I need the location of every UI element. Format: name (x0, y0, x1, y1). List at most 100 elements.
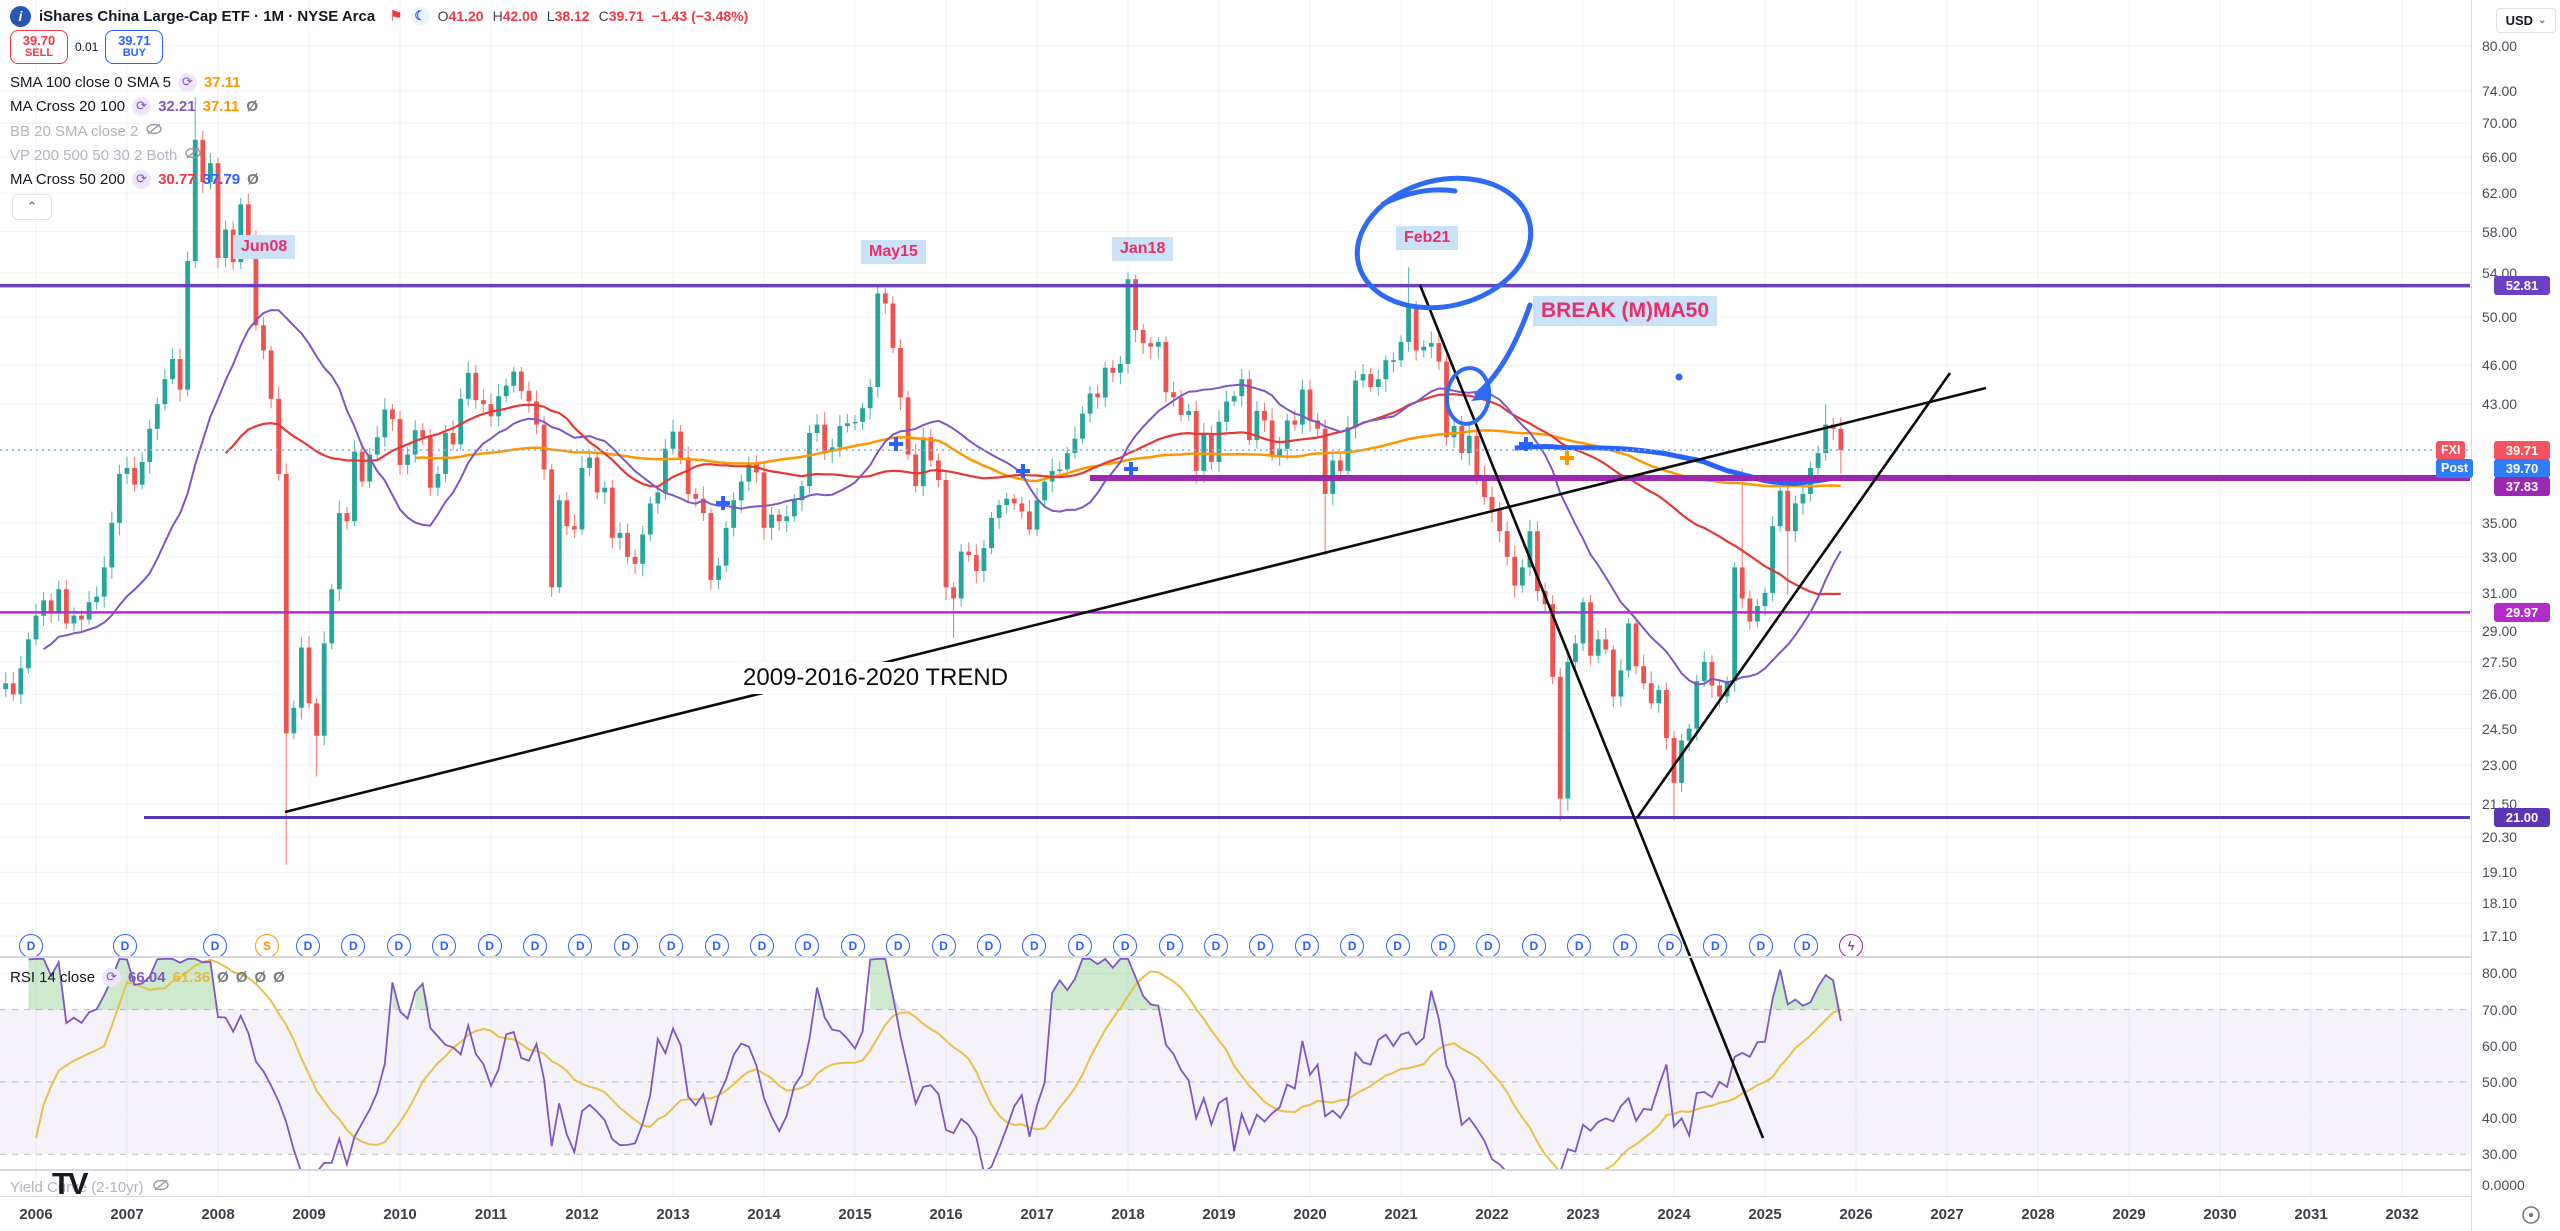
candle[interactable] (1565, 661, 1571, 799)
candle[interactable] (1406, 306, 1411, 342)
candle[interactable] (784, 516, 790, 522)
candle[interactable] (1815, 453, 1821, 468)
candle[interactable] (647, 503, 653, 535)
timeline-badge-D[interactable]: D (1703, 934, 1728, 958)
candle[interactable] (1421, 346, 1427, 351)
indicator-row-1[interactable]: MA Cross 20 100 ⟳ 32.21 37.11 Ø (10, 96, 258, 116)
candle[interactable] (1292, 420, 1298, 425)
candle[interactable] (503, 385, 509, 397)
timeline-badge-D[interactable]: D (1567, 934, 1592, 958)
eye-off-icon[interactable] (145, 120, 163, 142)
candle[interactable] (314, 703, 319, 736)
candle[interactable] (1618, 670, 1624, 697)
timeline-badge-D[interactable]: D (1249, 934, 1274, 958)
axis-settings-icon[interactable] (2520, 1204, 2542, 1231)
candle[interactable] (94, 596, 100, 603)
candle[interactable] (761, 472, 767, 528)
candle[interactable] (1451, 426, 1457, 438)
candle[interactable] (41, 600, 46, 616)
price-scale[interactable]: 80.00 74.00 70.00 66.00 62.00 58.00 54.00 50.00… (2436, 0, 2560, 1231)
candle[interactable] (1163, 341, 1169, 393)
candle[interactable] (1557, 676, 1563, 799)
candle[interactable] (245, 204, 251, 243)
candle[interactable] (852, 421, 858, 424)
candle[interactable] (1064, 453, 1070, 470)
candle[interactable] (1118, 363, 1123, 373)
candle[interactable] (1595, 639, 1601, 656)
candle[interactable] (200, 139, 206, 183)
candle[interactable] (1133, 279, 1138, 330)
candle[interactable] (336, 513, 342, 590)
annotation-label-jan18[interactable]: Jan18 (1112, 237, 1174, 261)
candle[interactable] (299, 647, 304, 708)
candle[interactable] (1671, 738, 1677, 783)
timeline-badge-D[interactable]: D (1385, 934, 1410, 958)
candle[interactable] (1739, 567, 1745, 599)
candle[interactable] (26, 639, 31, 669)
timeline-badge-D[interactable]: D (1204, 934, 1228, 958)
timeline-badge-D[interactable]: D (704, 934, 729, 958)
timeline-badge-S[interactable]: S (255, 934, 279, 958)
candle[interactable] (1171, 392, 1176, 398)
candle[interactable] (48, 600, 54, 614)
candle[interactable] (845, 423, 850, 427)
candle[interactable] (1193, 410, 1199, 471)
candle[interactable] (966, 551, 972, 556)
candle[interactable] (640, 534, 646, 564)
refresh-icon[interactable]: ⟳ (132, 169, 152, 189)
candle[interactable] (594, 457, 600, 493)
moon-icon[interactable]: ☾ (410, 6, 430, 26)
tradingview-logo[interactable]: TV (52, 1166, 89, 1201)
timeline-badge-D[interactable]: D (1748, 934, 1773, 958)
candle[interactable] (132, 467, 137, 485)
candle[interactable] (867, 386, 873, 409)
candle[interactable] (268, 350, 274, 399)
candle[interactable] (1679, 740, 1684, 783)
candle[interactable] (1337, 460, 1343, 471)
candle[interactable] (951, 587, 956, 599)
candle[interactable] (1656, 689, 1662, 704)
yield-curve-legend[interactable]: Yield Curve (2-10yr) (10, 1176, 170, 1198)
candle[interactable] (1315, 420, 1320, 429)
timeline-badge-D[interactable]: D (1658, 934, 1682, 958)
candle[interactable] (1186, 410, 1192, 415)
candle[interactable] (306, 647, 312, 704)
trend-line-0[interactable] (284, 386, 1987, 814)
candle[interactable] (1148, 343, 1154, 347)
candle[interactable] (223, 229, 228, 258)
time-axis[interactable]: 2006 2007 2008 2009 2010 2011 2012 2013 2014 2015… (0, 1197, 2471, 1231)
candle[interactable] (1391, 360, 1396, 362)
candle[interactable] (1368, 374, 1374, 387)
candle[interactable] (63, 589, 69, 624)
candle[interactable] (1792, 503, 1798, 532)
timeline-badge-D[interactable]: D (296, 934, 320, 958)
timeline-badge-D[interactable]: D (1113, 934, 1138, 958)
candle[interactable] (458, 398, 464, 445)
candle[interactable] (776, 514, 782, 522)
indicator-row-4[interactable]: MA Cross 50 200 ⟳ 30.77 37.79 Ø (10, 169, 259, 189)
candle[interactable] (1277, 448, 1283, 457)
candle[interactable] (1027, 511, 1032, 530)
candle[interactable] (723, 527, 729, 566)
indicator-row-2[interactable]: BB 20 SMA close 2 (10, 120, 163, 142)
candle[interactable] (1838, 428, 1844, 451)
candle[interactable] (465, 372, 471, 399)
candle[interactable] (352, 451, 357, 522)
candle[interactable] (511, 371, 517, 386)
currency-selector[interactable]: USD ⌄ (2496, 8, 2556, 33)
candle[interactable] (1307, 389, 1313, 421)
candle[interactable] (663, 448, 668, 493)
candle[interactable] (981, 548, 987, 571)
candle[interactable] (374, 437, 380, 455)
candle[interactable] (1095, 393, 1101, 398)
refresh-icon[interactable]: ⟳ (102, 967, 122, 987)
timeline-badge-D[interactable]: D (341, 934, 366, 958)
candle[interactable] (329, 589, 335, 644)
candle[interactable] (397, 419, 403, 465)
trend-annotation-label[interactable]: 2009-2016-2020 TREND (737, 662, 1015, 694)
candle[interactable] (344, 513, 350, 522)
candle[interactable] (1641, 666, 1647, 684)
candle[interactable] (700, 498, 706, 514)
candle[interactable] (1482, 476, 1487, 498)
candle[interactable] (18, 668, 24, 695)
